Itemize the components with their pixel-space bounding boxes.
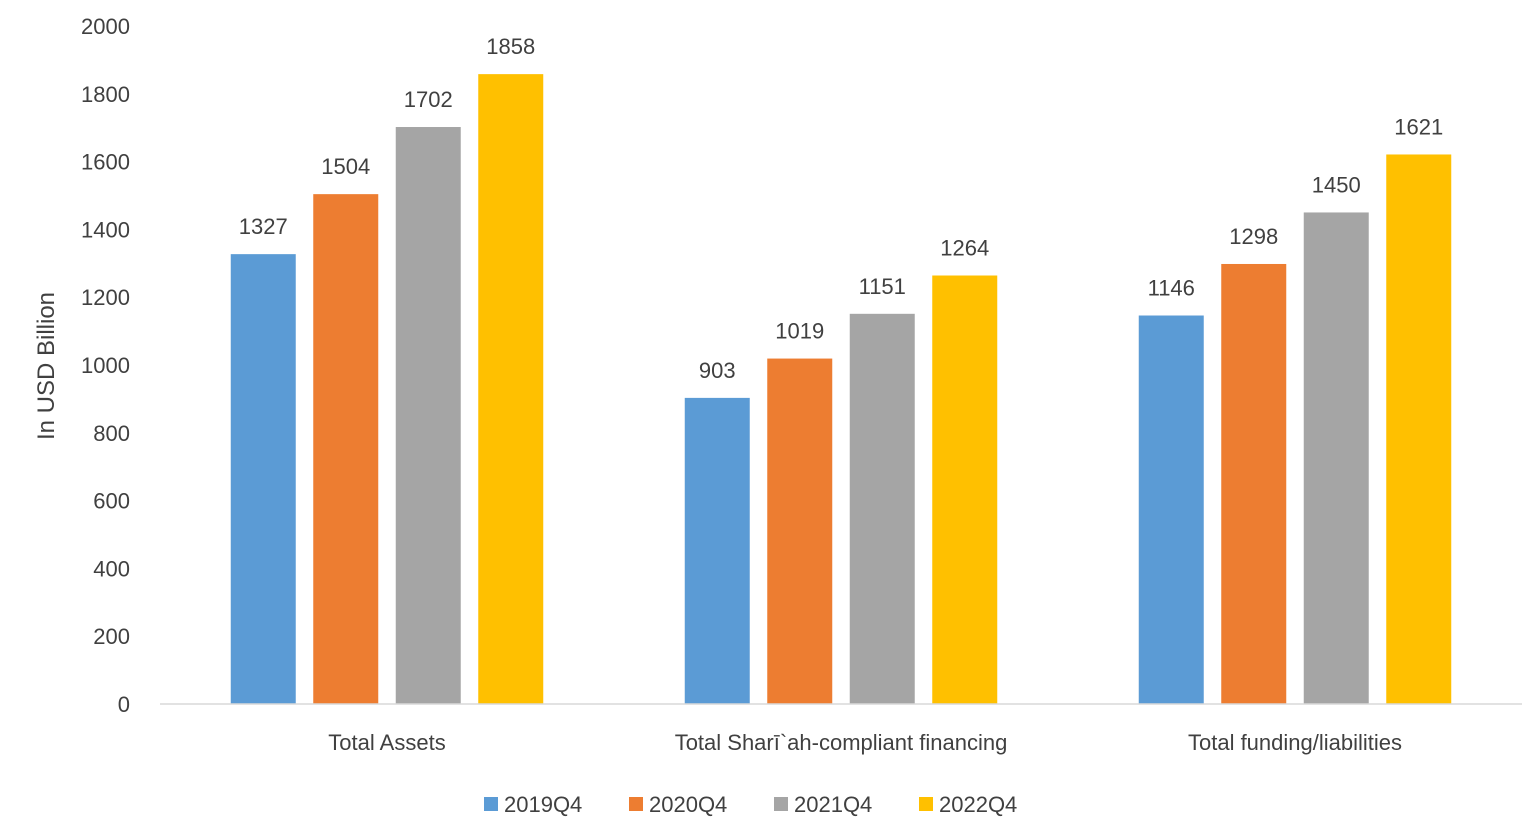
data-label: 1151	[859, 274, 906, 299]
bar-2021Q4-3	[1303, 212, 1369, 704]
legend-swatch-2022Q4	[919, 797, 933, 811]
data-labels: 1327 1504 1702 1858 903 1019 1151 1264 1146 1298 1…	[239, 34, 1443, 383]
bar-2020Q4-3	[1221, 263, 1287, 704]
data-label: 1298	[1229, 224, 1278, 249]
y-tick-label: 1800	[81, 82, 130, 107]
data-label: 1450	[1312, 172, 1361, 197]
y-tick-label: 1600	[81, 150, 130, 175]
data-label: 903	[699, 358, 736, 383]
legend-label: 2021Q4	[794, 792, 872, 817]
bar-2020Q4-1	[313, 194, 379, 705]
bar-2021Q4-2	[849, 313, 915, 704]
y-tick-label: 1000	[81, 353, 130, 378]
bar-2022Q4-2	[932, 275, 998, 704]
y-tick-label: 400	[93, 556, 130, 581]
data-label: 1621	[1394, 114, 1443, 139]
y-tick-label: 600	[93, 489, 130, 514]
bar-2022Q4-1	[478, 74, 544, 704]
legend-label: 2020Q4	[649, 792, 727, 817]
bar-2019Q4-3	[1138, 315, 1204, 704]
y-tick-label: 0	[118, 692, 130, 717]
category-label: Total funding/liabilities	[1188, 730, 1402, 755]
y-axis-title: In USD Billion	[33, 292, 60, 440]
category-label: Total Assets	[328, 730, 445, 755]
bar-2021Q4-1	[395, 127, 461, 705]
y-tick-label: 200	[93, 624, 130, 649]
data-label: 1019	[775, 319, 824, 344]
category-labels: Total Assets Total Sharī`ah-compliant fin…	[328, 730, 1402, 755]
legend-swatch-2019Q4	[484, 797, 498, 811]
category-label: Total Sharī`ah-compliant financing	[675, 730, 1008, 755]
legend-label: 2022Q4	[939, 792, 1017, 817]
y-tick-label: 1400	[81, 217, 130, 242]
bar-2019Q4-1	[230, 254, 296, 704]
data-label: 1327	[239, 214, 288, 239]
legend-label: 2019Q4	[504, 792, 582, 817]
bars	[230, 74, 1452, 705]
legend-swatch-2021Q4	[774, 797, 788, 811]
data-label: 1702	[404, 87, 453, 112]
bar-2022Q4-3	[1386, 154, 1452, 704]
bar-2019Q4-2	[684, 397, 750, 704]
y-axis-ticks: 0 200 400 600 800 1000 1200 1400 1600 1800 2000	[81, 14, 130, 717]
legend-swatch-2020Q4	[629, 797, 643, 811]
bar-2020Q4-2	[767, 358, 833, 704]
y-tick-label: 800	[93, 421, 130, 446]
legend: 2019Q4 2020Q4 2021Q4 2022Q4	[484, 792, 1017, 817]
data-label: 1504	[321, 154, 370, 179]
y-tick-label: 1200	[81, 285, 130, 310]
data-label: 1264	[940, 236, 989, 261]
data-label: 1146	[1148, 276, 1195, 301]
y-tick-label: 2000	[81, 14, 130, 39]
data-label: 1858	[486, 34, 535, 59]
